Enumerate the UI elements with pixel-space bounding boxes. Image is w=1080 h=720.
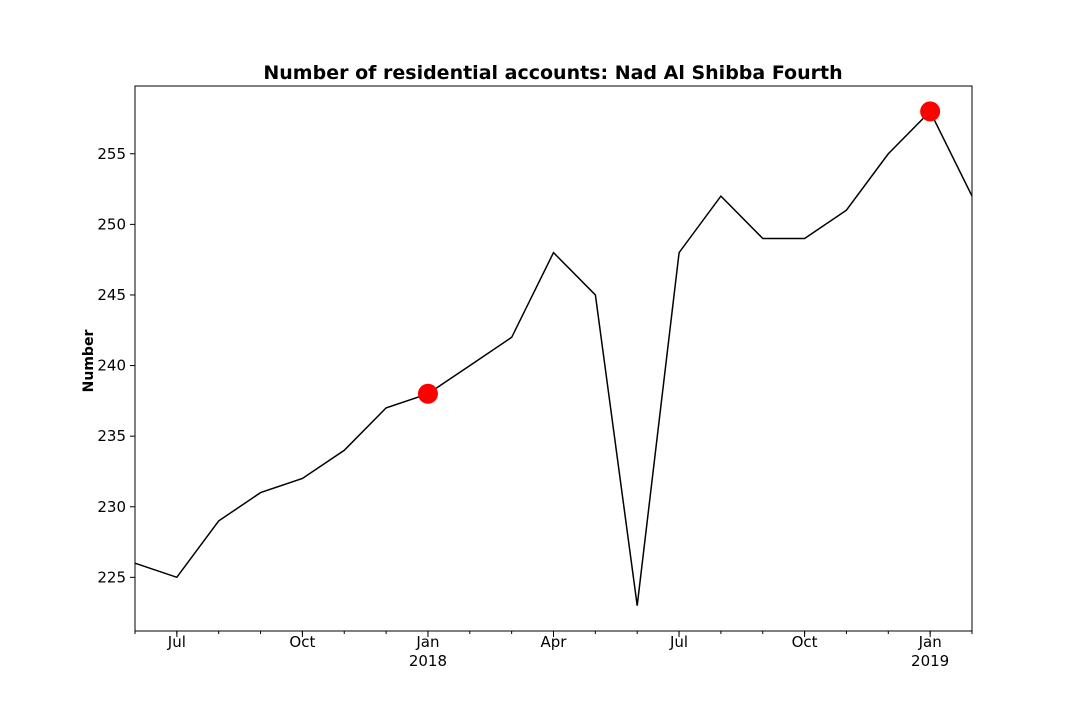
x-tick-label: Jul <box>167 633 186 651</box>
series-line <box>134 110 973 606</box>
x-tick-label: Oct <box>289 633 315 651</box>
chart-title: Number of residential accounts: Nad Al S… <box>263 62 842 84</box>
y-tick-label: 225 <box>97 568 126 586</box>
x-tick-year-label: 2018 <box>409 652 447 670</box>
x-tick-label: Jul <box>669 633 688 651</box>
y-tick-label: 245 <box>97 286 126 304</box>
highlight-point <box>920 101 941 122</box>
y-tick-label: 255 <box>97 145 126 163</box>
x-tick-label: Oct <box>792 633 818 651</box>
y-tick-label: 235 <box>97 427 126 445</box>
x-tick-label: Jan <box>415 633 439 651</box>
x-tick-label: Jan <box>918 633 942 651</box>
y-tick-label: 240 <box>97 357 126 375</box>
y-tick-label: 250 <box>97 215 126 233</box>
highlight-point <box>417 383 438 404</box>
x-tick-label: Apr <box>541 633 568 651</box>
plot-frame <box>134 85 973 632</box>
x-tick-year-label: 2019 <box>911 652 949 670</box>
y-tick-label: 230 <box>97 498 126 516</box>
y-axis-label: Number <box>81 330 97 393</box>
